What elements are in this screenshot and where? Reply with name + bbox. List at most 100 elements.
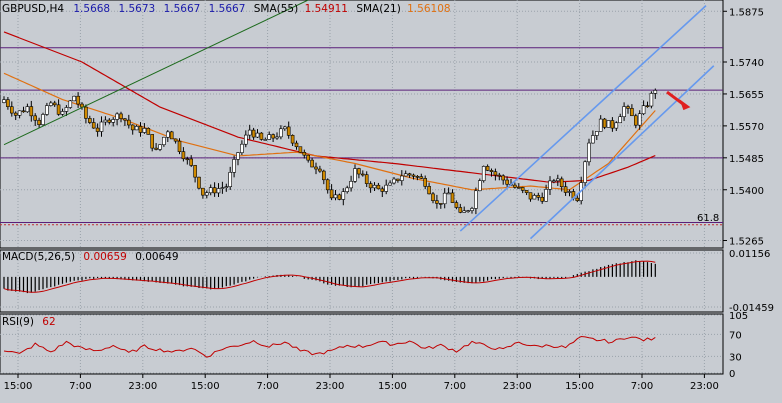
- macd-legend: MACD(5,26,5) 0.00659 0.00649: [2, 251, 179, 263]
- candle-body: [524, 190, 529, 193]
- rsi-indicator: [3, 335, 656, 358]
- candle-body: [111, 119, 115, 123]
- candle-body: [407, 173, 412, 176]
- rsi-panel: [0, 313, 724, 375]
- candle-body: [470, 208, 474, 211]
- candle-body: [587, 142, 591, 163]
- candle-body: [208, 187, 213, 194]
- candle-body: [267, 134, 272, 140]
- candle-body: [275, 136, 279, 139]
- candle-body: [435, 200, 439, 204]
- close-value: 1.5667: [209, 3, 246, 15]
- candle-body: [60, 111, 65, 115]
- candle-body: [594, 131, 599, 136]
- candle-body: [384, 184, 389, 192]
- candle-body: [173, 138, 178, 142]
- candle-body: [220, 187, 225, 189]
- candle-body: [310, 159, 314, 168]
- candle-body: [189, 158, 193, 166]
- candle-body: [458, 207, 463, 213]
- candle-body: [294, 142, 299, 148]
- x-tick-label: 23:00: [503, 381, 532, 392]
- candle-body: [21, 110, 26, 113]
- candles: [2, 88, 658, 215]
- candle-body: [162, 136, 166, 146]
- candle-body: [415, 176, 420, 178]
- candle-body: [380, 188, 385, 192]
- candle-body: [349, 181, 353, 189]
- candle-body: [360, 173, 365, 176]
- symbol-label: GBPUSD,H4: [2, 3, 64, 15]
- x-tick-label: 7:00: [69, 381, 91, 392]
- candle-body: [76, 95, 80, 105]
- rsi-tick-label: 105: [729, 311, 748, 322]
- candle-body: [64, 107, 69, 112]
- candle-body: [392, 178, 396, 184]
- sma55-label: SMA(55): [254, 3, 298, 15]
- candle-body: [255, 132, 260, 138]
- rsi-title: RSI(9): [2, 316, 34, 328]
- candle-body: [17, 110, 22, 116]
- sma55-line: [3, 31, 656, 183]
- candle-body: [279, 128, 283, 138]
- candle-body: [95, 127, 100, 132]
- candle-body: [2, 99, 6, 103]
- candle-body: [376, 184, 381, 190]
- candle-body: [115, 113, 119, 120]
- candle-body: [345, 187, 350, 192]
- y-tick-label: 1.5655: [729, 90, 764, 101]
- rsi-legend: RSI(9) 62: [2, 316, 56, 328]
- y-tick-label: 1.5400: [729, 186, 764, 197]
- candle-body: [602, 118, 607, 128]
- candle-body: [290, 135, 295, 144]
- y-tick-label: 1.5265: [729, 236, 764, 247]
- candle-body: [224, 186, 229, 188]
- candle-body: [513, 184, 517, 188]
- candle-body: [185, 158, 190, 161]
- candle-body: [505, 179, 509, 185]
- macd-indicator: [3, 260, 656, 294]
- candle-body: [544, 189, 548, 202]
- candle-body: [232, 159, 236, 173]
- candle-body: [325, 179, 330, 191]
- candle-body: [606, 120, 611, 128]
- candle-body: [154, 147, 158, 150]
- candle-body: [142, 128, 147, 133]
- x-tick-label: 15:00: [191, 381, 220, 392]
- sma21-label: SMA(21): [356, 3, 400, 15]
- x-tick-label: 7:00: [444, 381, 466, 392]
- fib-level-label: 61.8: [697, 213, 719, 224]
- candle-body: [337, 194, 342, 200]
- candle-body: [501, 175, 506, 181]
- candle-body: [286, 126, 291, 136]
- candle-body: [598, 118, 603, 132]
- candle-body: [481, 166, 486, 181]
- candle-body: [166, 131, 170, 138]
- candle-body: [403, 173, 408, 177]
- candle-body: [353, 168, 357, 182]
- candle-body: [614, 122, 619, 129]
- candle-body: [532, 195, 537, 200]
- candle-body: [13, 112, 18, 116]
- candle-body: [493, 171, 498, 176]
- candle-body: [477, 180, 482, 192]
- candle-body: [423, 178, 428, 187]
- rsi-value: 62: [42, 316, 55, 328]
- candle-body: [205, 192, 209, 196]
- candle-body: [364, 174, 369, 184]
- candle-body: [48, 102, 53, 106]
- candle-body: [645, 105, 650, 108]
- x-tick-label: 15:00: [4, 381, 33, 392]
- candle-body: [29, 106, 34, 117]
- candle-body: [228, 172, 232, 187]
- candle-body: [134, 126, 139, 131]
- candle-body: [520, 187, 525, 191]
- candle-body: [68, 100, 73, 108]
- candle-body: [630, 108, 634, 117]
- y-tick-label: 1.5570: [729, 122, 764, 133]
- grid: [0, 0, 723, 374]
- x-tick-label: 15:00: [565, 381, 594, 392]
- y-tick-label: 1.5875: [729, 7, 764, 18]
- candle-body: [240, 143, 244, 153]
- candle-body: [130, 124, 135, 131]
